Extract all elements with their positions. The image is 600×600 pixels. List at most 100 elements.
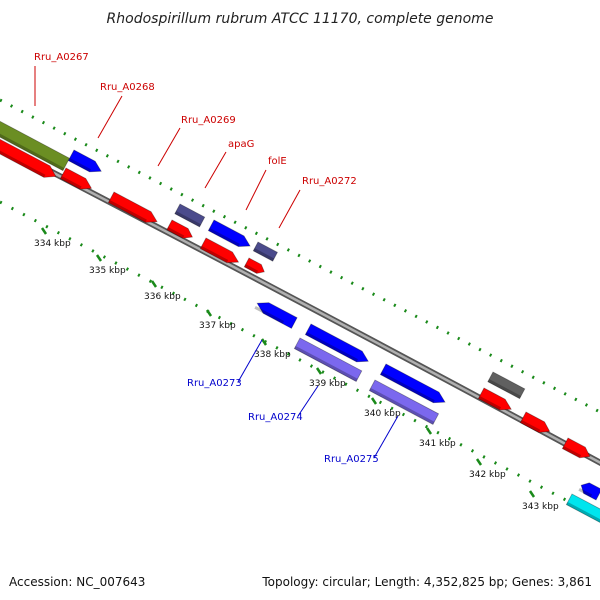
- scale-tick-label: 334 kbp: [34, 239, 71, 249]
- gene-arrow-shade: [520, 419, 541, 433]
- gene-arrow-body: [67, 149, 102, 173]
- gene-arrow[interactable]: [252, 241, 278, 262]
- scale-tick-label: 341 kbp: [419, 439, 456, 449]
- scale-tick-mark: [315, 367, 323, 375]
- gene-leader-line: [373, 415, 399, 459]
- gene-arrow[interactable]: [379, 363, 447, 407]
- gene-arrow[interactable]: [207, 219, 252, 251]
- inner-tick-track: [0, 200, 600, 520]
- gene-arrow-body: [107, 191, 158, 223]
- scale-tick-mark: [260, 338, 268, 346]
- gene-arrow[interactable]: [561, 437, 592, 462]
- gene-label[interactable]: Rru_A0268: [100, 82, 155, 93]
- gene-arrow-body: [0, 133, 57, 178]
- gene-leader-line: [278, 189, 301, 229]
- gene-arrow[interactable]: [0, 133, 59, 182]
- gene-leader-line: [97, 95, 123, 139]
- scale-tick-label: 337 kbp: [199, 321, 236, 331]
- gene-arrow-shade: [68, 157, 91, 172]
- gene-arrow[interactable]: [59, 167, 94, 194]
- gene-arrow-shade: [254, 305, 285, 324]
- gene-arrow-shade: [369, 387, 435, 425]
- gene-arrow-shade: [305, 331, 358, 362]
- gene-arrow-body: [519, 411, 551, 433]
- gene-label[interactable]: Rru_A0269: [181, 115, 236, 126]
- gene-arrow-body: [487, 371, 526, 400]
- gene-arrow-body: [293, 337, 363, 382]
- gene-arrow[interactable]: [166, 219, 195, 242]
- gene-arrow-shade: [562, 445, 582, 458]
- scale-tick-label: 339 kbp: [309, 379, 346, 389]
- gene-arrow[interactable]: [487, 371, 526, 400]
- gene-arrow-shade: [380, 371, 435, 403]
- scale-tick-mark: [150, 280, 158, 288]
- gene-arrow[interactable]: [368, 379, 440, 425]
- gene-arrow[interactable]: [477, 387, 514, 415]
- gene-arrow-shade: [200, 245, 229, 263]
- outer-tick-track: [0, 98, 600, 414]
- gene-arrow[interactable]: [199, 237, 241, 267]
- gene-arrow-body: [166, 219, 193, 239]
- gene-leader-line: [237, 339, 263, 383]
- gene-arrow[interactable]: [578, 480, 600, 501]
- gene-arrow-body: [174, 203, 206, 228]
- scale-tick-mark: [528, 490, 536, 498]
- gene-arrow-body: [207, 219, 251, 247]
- gene-leader-line: [245, 169, 267, 211]
- scale-tick-label: 336 kbp: [144, 292, 181, 302]
- gene-arrow-shade: [253, 248, 275, 262]
- gene-arrow-body: [256, 302, 298, 329]
- gene-arrow-shade: [60, 175, 82, 190]
- gene-arrow-body: [59, 167, 93, 190]
- gene-arrow-shade: [478, 395, 501, 410]
- scale-tick-mark: [205, 309, 213, 317]
- gene-arrow[interactable]: [174, 203, 206, 228]
- gene-arrow-shade: [166, 227, 185, 239]
- gene-labels: Rru_A0267 Rru_A0268 Rru_A0269 apaG folE Rru_A…: [34, 52, 399, 465]
- gene-arrow[interactable]: [67, 149, 104, 177]
- gene-arrow-shade: [578, 487, 593, 498]
- gene-arrow[interactable]: [107, 191, 160, 227]
- topology-text: Topology: circular; Length: 4,352,825 bp…: [261, 575, 592, 589]
- gene-arrow-shade: [0, 142, 46, 178]
- scale-tick-mark: [40, 227, 48, 235]
- gene-arrow[interactable]: [254, 298, 298, 329]
- scale-tick-mark: [95, 254, 103, 262]
- gene-arrow-shade: [244, 264, 259, 274]
- gene-label[interactable]: apaG: [228, 139, 254, 150]
- gene-arrow-shade: [294, 345, 358, 382]
- scale-tick-label: 343 kbp: [522, 502, 559, 512]
- gene-label[interactable]: Rru_A0267: [34, 52, 89, 63]
- gene-arrow-body: [379, 363, 446, 404]
- gene-arrow-shade: [0, 125, 65, 171]
- gene-arrow[interactable]: [0, 115, 71, 172]
- gene-arrow-body: [565, 493, 600, 524]
- gene-label[interactable]: Rru_A0275: [324, 454, 379, 465]
- scale-tick-mark: [475, 458, 483, 466]
- gene-arrow[interactable]: [243, 257, 266, 276]
- scale-tick-label: 335 kbp: [89, 266, 126, 276]
- scale-ticks: 334 kbp 335 kbp 336 kbp 337 kbp 338 kbp 339 k…: [34, 227, 559, 512]
- gene-features: [0, 115, 600, 524]
- accession-text: Accession: NC_007643: [9, 575, 145, 589]
- gene-label[interactable]: folE: [268, 156, 287, 167]
- scale-tick-label: 342 kbp: [469, 470, 506, 480]
- gene-arrow[interactable]: [304, 323, 371, 367]
- gene-arrow-body: [304, 323, 369, 363]
- gene-arrow-shade: [487, 379, 522, 399]
- gene-arrow[interactable]: [519, 411, 552, 437]
- gene-arrow-body: [477, 387, 512, 411]
- gene-arrow-shade: [208, 227, 240, 247]
- gene-leader-line: [157, 127, 181, 167]
- gene-label[interactable]: Rru_A0274: [248, 412, 303, 423]
- gene-label[interactable]: Rru_A0273: [187, 378, 242, 389]
- gene-arrow-shade: [108, 199, 147, 223]
- scale-tick-mark: [370, 397, 378, 405]
- gene-arrow[interactable]: [293, 337, 363, 382]
- gene-arrow-body: [252, 241, 278, 262]
- gene-label[interactable]: Rru_A0272: [302, 176, 357, 187]
- gene-leader-line: [297, 385, 319, 417]
- gene-arrow[interactable]: [565, 493, 600, 524]
- map-title: Rhodospirillum rubrum ATCC 11170, comple…: [107, 11, 494, 27]
